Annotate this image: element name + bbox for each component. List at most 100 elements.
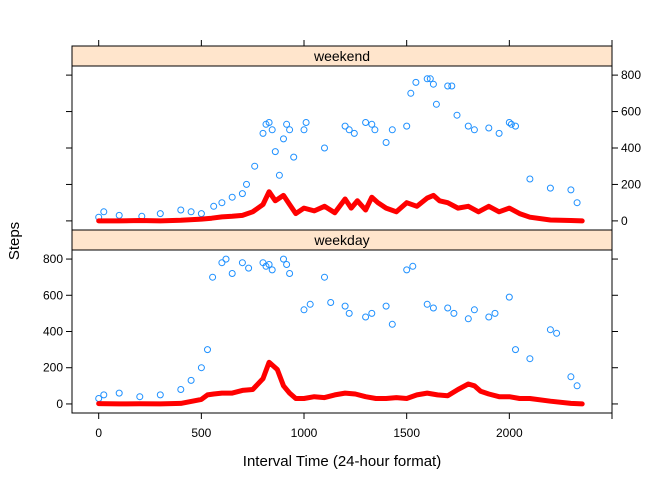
y-tick-label: 600 bbox=[43, 288, 63, 302]
weekend-point bbox=[412, 78, 420, 86]
bottom-x-axis: 0 500 1000 1500 2000 bbox=[95, 413, 613, 440]
weekend-point bbox=[268, 126, 276, 134]
weekend-point bbox=[362, 119, 370, 126]
weekday-point bbox=[283, 261, 291, 268]
weekday-point bbox=[464, 315, 472, 323]
weekday-point bbox=[306, 300, 314, 308]
weekday-point bbox=[362, 313, 370, 321]
weekday-y-axis: 0 200 400 600 800 bbox=[43, 252, 618, 411]
weekend-point bbox=[177, 206, 185, 214]
weekend-point bbox=[290, 153, 298, 161]
y-tick-label: 600 bbox=[621, 105, 641, 119]
weekday-point bbox=[280, 255, 287, 263]
weekend-point bbox=[265, 119, 273, 126]
weekday-point bbox=[573, 382, 581, 390]
weekend-point bbox=[218, 199, 226, 207]
weekday-point bbox=[197, 364, 205, 372]
weekend-line bbox=[96, 189, 585, 224]
weekend-point bbox=[271, 148, 279, 156]
weekend-point bbox=[283, 120, 291, 128]
weekday-line bbox=[96, 359, 585, 407]
y-axis-label: Steps bbox=[6, 222, 23, 260]
weekday-point bbox=[512, 346, 519, 354]
weekday-point bbox=[245, 264, 253, 272]
weekday-points bbox=[95, 255, 581, 402]
weekend-point bbox=[464, 122, 472, 130]
weekday-point bbox=[450, 309, 458, 317]
y-tick-label: 800 bbox=[43, 252, 63, 266]
weekend-point bbox=[470, 126, 478, 134]
weekend-point bbox=[567, 186, 575, 194]
weekday-point bbox=[100, 391, 108, 399]
weekend-point bbox=[423, 75, 431, 83]
weekday-point bbox=[470, 306, 478, 314]
weekend-point bbox=[156, 210, 164, 218]
weekend-point bbox=[444, 82, 452, 90]
weekend-point bbox=[280, 135, 287, 143]
weekend-point bbox=[286, 126, 294, 134]
weekday-point bbox=[327, 299, 335, 306]
weekend-point bbox=[100, 208, 108, 216]
y-tick-label: 800 bbox=[621, 68, 641, 82]
weekday-point bbox=[222, 255, 230, 263]
weekend-point bbox=[388, 126, 396, 134]
weekend-point bbox=[453, 111, 461, 119]
y-tick-label: 0 bbox=[56, 397, 63, 411]
panel-weekday: weekday 0 200 400 600 800 0 500 1000 1500 2000 bbox=[43, 229, 618, 440]
weekend-point bbox=[251, 162, 259, 170]
weekday-point bbox=[368, 309, 376, 317]
x-tick-label: 0 bbox=[95, 426, 102, 440]
weekend-point bbox=[407, 89, 415, 97]
weekend-point bbox=[197, 210, 205, 218]
weekday-point bbox=[177, 386, 185, 393]
weekday-point bbox=[204, 346, 211, 354]
y-tick-label: 0 bbox=[621, 214, 628, 228]
weekend-point bbox=[302, 119, 310, 126]
weekday-point bbox=[553, 329, 561, 337]
weekend-point bbox=[210, 202, 218, 210]
weekend-point bbox=[345, 126, 353, 134]
weekend-point bbox=[350, 129, 358, 137]
weekend-point bbox=[382, 139, 390, 146]
weekday-point bbox=[444, 304, 452, 312]
weekend-point bbox=[238, 190, 246, 198]
weekend-point bbox=[228, 193, 236, 201]
weekend-point bbox=[321, 144, 328, 152]
weekday-point bbox=[491, 309, 499, 317]
weekend-point bbox=[115, 211, 123, 219]
weekend-point bbox=[403, 122, 411, 130]
weekend-point bbox=[546, 184, 554, 192]
weekend-point bbox=[485, 124, 493, 132]
y-tick-label: 400 bbox=[621, 141, 641, 155]
panel-weekend: weekend 0 200 400 600 800 bbox=[66, 40, 641, 231]
weekday-point bbox=[485, 313, 493, 321]
weekend-point bbox=[371, 126, 379, 134]
weekend-point bbox=[512, 122, 519, 130]
weekend-point bbox=[275, 171, 283, 179]
weekday-point bbox=[429, 304, 437, 312]
weekday-point bbox=[136, 393, 144, 401]
weekday-point bbox=[382, 302, 390, 310]
weekday-point bbox=[115, 389, 123, 397]
weekend-point bbox=[187, 208, 195, 216]
weekday-point bbox=[156, 391, 164, 399]
weekend-point bbox=[526, 175, 534, 183]
y-tick-label: 200 bbox=[43, 361, 63, 375]
weekday-point bbox=[238, 259, 246, 267]
weekday-point bbox=[567, 373, 575, 381]
weekday-point bbox=[321, 273, 328, 281]
x-tick-label: 2000 bbox=[496, 426, 523, 440]
weekend-point bbox=[448, 82, 456, 90]
weekend-point bbox=[300, 126, 308, 134]
weekday-mean-line bbox=[96, 359, 585, 407]
weekday-point bbox=[505, 293, 513, 301]
weekend-point bbox=[573, 199, 581, 207]
weekday-point bbox=[187, 376, 195, 384]
weekend-point bbox=[259, 129, 267, 137]
weekend-point bbox=[368, 120, 376, 128]
weekday-point bbox=[300, 306, 308, 314]
weekend-point bbox=[432, 100, 440, 108]
weekend-point bbox=[426, 75, 434, 83]
weekend-point bbox=[243, 180, 250, 188]
weekday-point bbox=[546, 326, 554, 334]
